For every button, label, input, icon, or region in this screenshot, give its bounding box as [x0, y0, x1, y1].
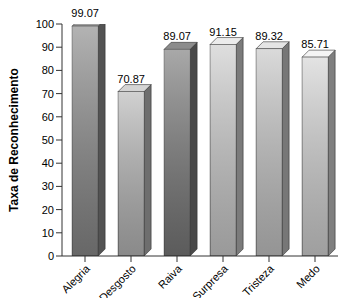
svg-text:50: 50 [42, 134, 54, 146]
svg-text:20: 20 [42, 204, 54, 216]
svg-text:80: 80 [42, 64, 54, 76]
svg-text:Surpresa: Surpresa [190, 262, 231, 298]
svg-text:85.71: 85.71 [301, 38, 329, 50]
svg-text:10: 10 [42, 227, 54, 239]
svg-text:60: 60 [42, 111, 54, 123]
svg-text:90: 90 [42, 41, 54, 53]
svg-text:70.87: 70.87 [117, 73, 145, 85]
svg-text:Alegria: Alegria [59, 262, 92, 295]
svg-text:Tristeza: Tristeza [240, 262, 276, 298]
svg-text:89.32: 89.32 [255, 30, 283, 42]
svg-text:Raiva: Raiva [156, 262, 185, 291]
svg-text:Taxa de Reconhecimento: Taxa de Reconhecimento [8, 68, 21, 212]
svg-text:30: 30 [42, 180, 54, 192]
svg-text:70: 70 [42, 88, 54, 100]
svg-text:Desgosto: Desgosto [97, 262, 138, 298]
svg-text:91.15: 91.15 [209, 26, 237, 38]
svg-text:40: 40 [42, 157, 54, 169]
svg-text:Medo: Medo [294, 262, 322, 290]
svg-text:0: 0 [48, 250, 54, 262]
svg-text:99.07: 99.07 [71, 8, 99, 19]
svg-text:100: 100 [36, 18, 54, 30]
svg-text:89.07: 89.07 [163, 30, 191, 42]
